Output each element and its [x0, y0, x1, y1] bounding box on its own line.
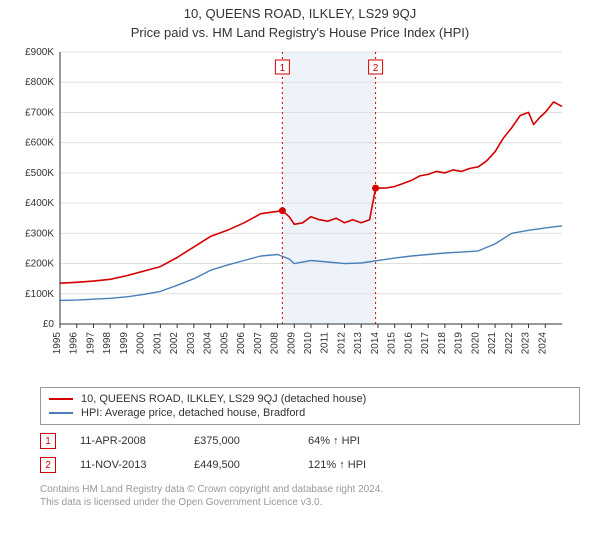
- transaction-pct: 64% ↑ HPI: [308, 435, 398, 447]
- transaction-price: £449,500: [194, 459, 284, 471]
- svg-text:2010: 2010: [303, 332, 314, 355]
- svg-text:£100K: £100K: [25, 289, 54, 300]
- legend-swatch: [49, 412, 73, 414]
- legend-item: 10, QUEENS ROAD, ILKLEY, LS29 9QJ (detac…: [49, 392, 571, 406]
- svg-text:2012: 2012: [336, 332, 347, 355]
- svg-text:2013: 2013: [353, 332, 364, 355]
- footer-line-2: This data is licensed under the Open Gov…: [40, 496, 580, 509]
- header: 10, QUEENS ROAD, ILKLEY, LS29 9QJ Price …: [0, 0, 600, 44]
- svg-text:2018: 2018: [437, 332, 448, 355]
- chart-svg: £0 £100K £200K £300K £400K £500K £600K £700K £80…: [12, 44, 572, 374]
- svg-text:2017: 2017: [420, 332, 431, 355]
- price-chart: £0 £100K £200K £300K £400K £500K £600K £700K £80…: [12, 44, 588, 379]
- svg-text:2009: 2009: [286, 332, 297, 355]
- svg-text:1998: 1998: [102, 332, 113, 355]
- svg-text:£600K: £600K: [25, 138, 54, 149]
- page-title: 10, QUEENS ROAD, ILKLEY, LS29 9QJ: [0, 6, 600, 21]
- svg-text:£200K: £200K: [25, 259, 54, 270]
- svg-text:2002: 2002: [169, 332, 180, 355]
- svg-text:£400K: £400K: [25, 198, 54, 209]
- svg-text:2008: 2008: [270, 332, 281, 355]
- svg-text:2022: 2022: [504, 332, 515, 355]
- legend-label: 10, QUEENS ROAD, ILKLEY, LS29 9QJ (detac…: [81, 393, 366, 405]
- svg-text:2005: 2005: [219, 332, 230, 355]
- svg-text:2023: 2023: [521, 332, 532, 355]
- svg-text:2001: 2001: [152, 332, 163, 355]
- svg-text:1997: 1997: [85, 332, 96, 355]
- transaction-price: £375,000: [194, 435, 284, 447]
- transactions-table: 1 11-APR-2008 £375,000 64% ↑ HPI 2 11-NOV-201…: [40, 429, 580, 477]
- svg-text:2000: 2000: [136, 332, 147, 355]
- legend-label: HPI: Average price, detached house, Brad…: [81, 407, 305, 419]
- svg-text:2014: 2014: [370, 332, 381, 355]
- svg-text:£900K: £900K: [25, 47, 54, 58]
- transaction-date: 11-NOV-2013: [80, 459, 170, 471]
- transaction-row: 2 11-NOV-2013 £449,500 121% ↑ HPI: [40, 453, 580, 477]
- svg-text:2003: 2003: [186, 332, 197, 355]
- svg-text:2016: 2016: [403, 332, 414, 355]
- transaction-row: 1 11-APR-2008 £375,000 64% ↑ HPI: [40, 429, 580, 453]
- svg-text:2021: 2021: [487, 332, 498, 355]
- footer-line-1: Contains HM Land Registry data © Crown c…: [40, 483, 580, 496]
- legend-item: HPI: Average price, detached house, Brad…: [49, 406, 571, 420]
- footer: Contains HM Land Registry data © Crown c…: [40, 483, 580, 509]
- transaction-marker: 1: [40, 433, 56, 449]
- svg-text:2011: 2011: [320, 332, 331, 354]
- svg-text:1995: 1995: [52, 332, 63, 355]
- svg-text:£300K: £300K: [25, 228, 54, 239]
- svg-text:1996: 1996: [69, 332, 80, 355]
- svg-text:2019: 2019: [454, 332, 465, 355]
- svg-text:£700K: £700K: [25, 107, 54, 118]
- chart-container: { "header": { "title": "10, QUEENS ROAD,…: [0, 0, 600, 509]
- svg-text:2006: 2006: [236, 332, 247, 355]
- svg-text:2: 2: [373, 63, 379, 74]
- transaction-marker: 2: [40, 457, 56, 473]
- transaction-pct: 121% ↑ HPI: [308, 459, 398, 471]
- svg-text:2024: 2024: [537, 332, 548, 355]
- legend: 10, QUEENS ROAD, ILKLEY, LS29 9QJ (detac…: [40, 387, 580, 425]
- svg-text:£500K: £500K: [25, 168, 54, 179]
- svg-text:2007: 2007: [253, 332, 264, 355]
- svg-text:1999: 1999: [119, 332, 130, 355]
- svg-text:2004: 2004: [203, 332, 214, 355]
- svg-text:2020: 2020: [470, 332, 481, 355]
- page-subtitle: Price paid vs. HM Land Registry's House …: [0, 25, 600, 40]
- transaction-date: 11-APR-2008: [80, 435, 170, 447]
- svg-text:2015: 2015: [387, 332, 398, 355]
- svg-text:£800K: £800K: [25, 77, 54, 88]
- legend-swatch: [49, 398, 73, 400]
- svg-text:£0: £0: [43, 319, 55, 330]
- svg-text:1: 1: [280, 63, 286, 74]
